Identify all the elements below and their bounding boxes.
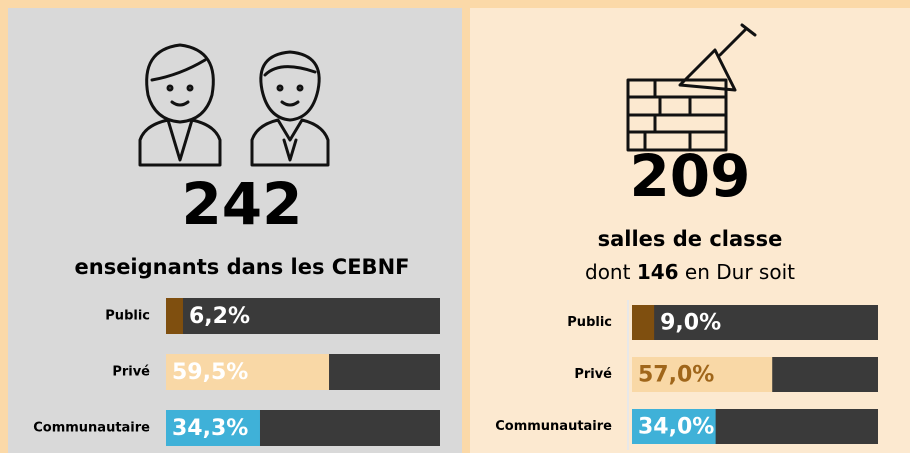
category-label: Public	[105, 309, 150, 324]
value-label: 34,0%	[638, 415, 714, 440]
teachers-icon	[138, 43, 330, 167]
value-label: 59,5%	[172, 360, 248, 385]
value-label: 57,0%	[638, 363, 714, 388]
note: dont 146 en Dur soit	[585, 260, 795, 284]
value-label: 34,3%	[172, 416, 248, 441]
bar	[632, 305, 655, 340]
note-part: dont	[585, 260, 631, 284]
category-label: Privé	[574, 367, 612, 382]
value-label: 9,0%	[660, 311, 721, 336]
bricks-icon	[626, 23, 757, 152]
subtitle: salles de classe	[598, 227, 783, 251]
bar	[632, 357, 773, 392]
bar	[166, 298, 183, 334]
big-number: 209	[629, 142, 750, 210]
category-label: Public	[567, 315, 612, 330]
big-number: 242	[181, 170, 302, 238]
category-label: Communautaire	[495, 419, 612, 434]
bar-track	[632, 305, 878, 340]
note-part: 146	[637, 260, 679, 284]
note-part: en Dur soit	[685, 260, 795, 284]
category-label: Communautaire	[33, 421, 150, 436]
bar-track	[166, 298, 440, 334]
value-label: 6,2%	[189, 304, 250, 329]
bar	[632, 409, 716, 444]
bar	[166, 354, 330, 390]
subtitle: enseignants dans les CEBNF	[75, 255, 410, 279]
category-label: Privé	[112, 365, 150, 380]
bar	[166, 410, 260, 446]
